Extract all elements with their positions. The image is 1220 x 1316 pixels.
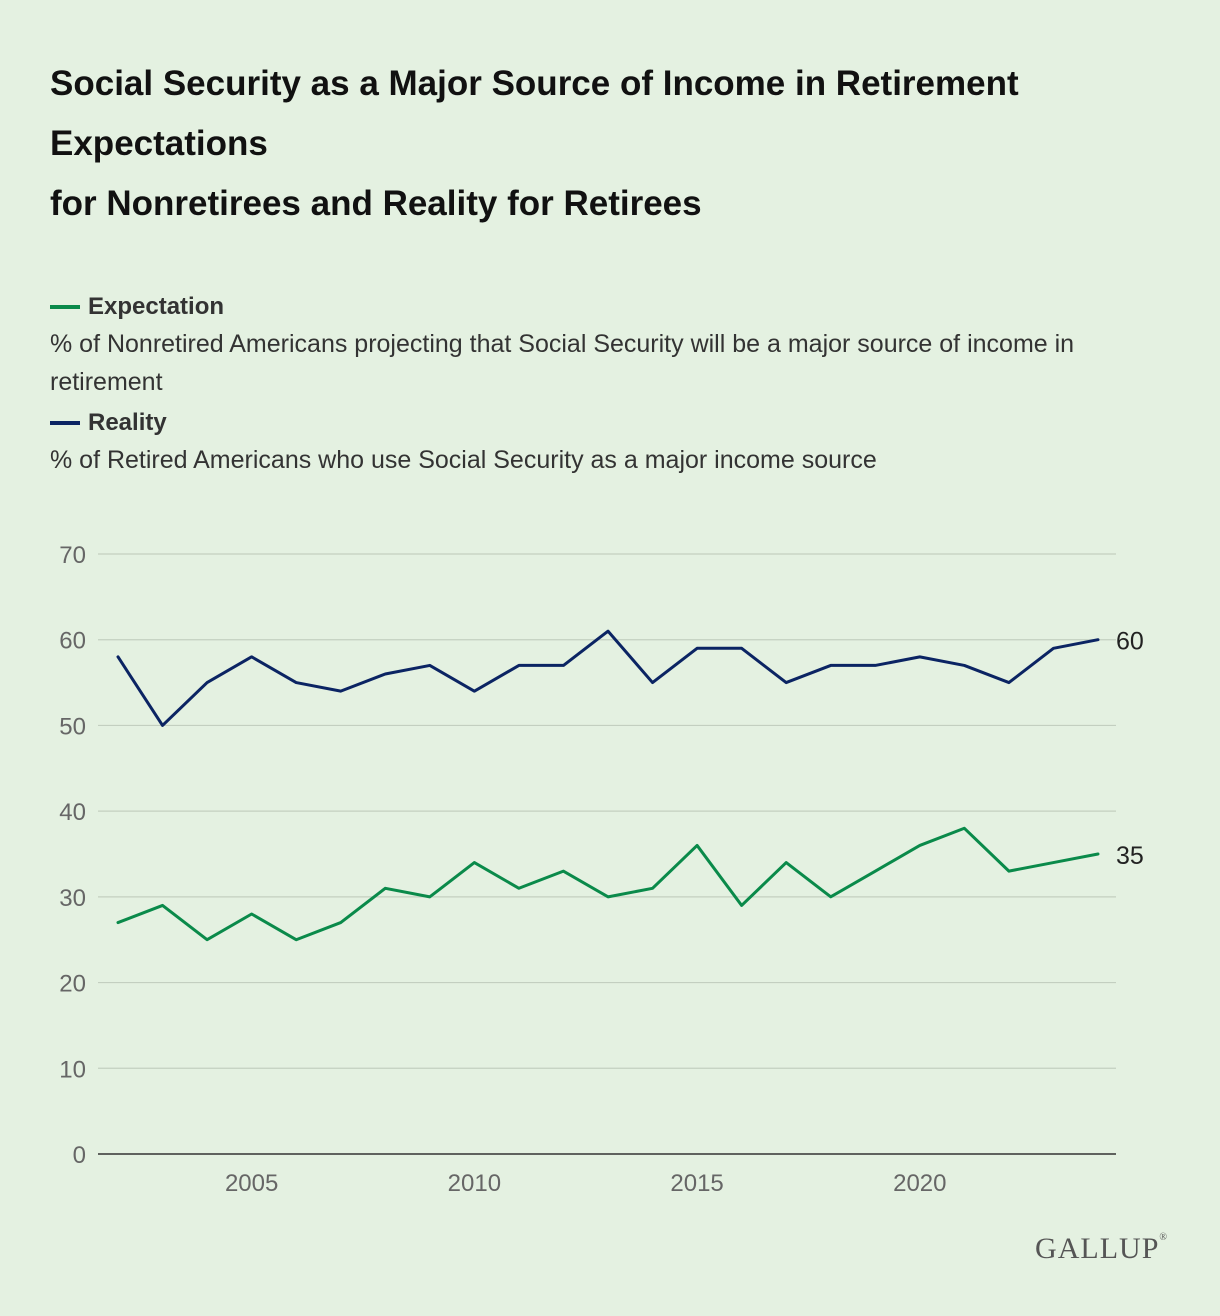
y-tick-label: 30 xyxy=(59,885,86,912)
x-tick-label: 2020 xyxy=(893,1170,946,1197)
end-label-expectation: 35 xyxy=(1116,842,1144,870)
y-tick-label: 60 xyxy=(59,628,86,655)
x-tick-label: 2010 xyxy=(448,1170,501,1197)
series-line-expectation xyxy=(116,826,1100,942)
legend-swatch-expectation xyxy=(50,305,80,309)
end-label-reality: 60 xyxy=(1116,628,1144,656)
y-tick-label: 40 xyxy=(59,799,86,826)
legend-label-expectation: Expectation xyxy=(88,293,225,320)
x-tick-label: 2005 xyxy=(225,1170,278,1197)
line-chart: 0 10 20 30 40 50 60 70 2005 2010 2015 2020 35 60 xyxy=(59,542,1144,1197)
legend-swatch-reality xyxy=(50,421,80,425)
legend-description-reality: % of Retired Americans who use Social Se… xyxy=(50,446,877,474)
legend-item-expectation: Expectation % of Nonretired Americans pr… xyxy=(50,289,1170,401)
y-tick-label: 20 xyxy=(59,971,86,998)
chart-title: Social Security as a Major Source of Inc… xyxy=(50,54,1180,234)
title-line-3: for Nonretirees and Reality for Retirees xyxy=(50,184,702,223)
legend: Expectation % of Nonretired Americans pr… xyxy=(50,289,1170,483)
gallup-logo-text: GALLUP xyxy=(1035,1232,1160,1265)
legend-item-reality: Reality % of Retired Americans who use S… xyxy=(50,405,1170,479)
title-line-1: Social Security as a Major Source of Inc… xyxy=(50,64,1019,103)
y-tick-label: 50 xyxy=(59,713,86,740)
series-line-reality xyxy=(116,629,1100,727)
y-tick-label: 0 xyxy=(73,1142,86,1169)
gallup-logo: GALLUP® xyxy=(1035,1232,1168,1265)
title-line-2: Expectations xyxy=(50,124,268,163)
x-tick-label: 2015 xyxy=(670,1170,723,1197)
y-tick-label: 70 xyxy=(59,542,86,569)
y-tick-label: 10 xyxy=(59,1056,86,1083)
legend-description-expectation: % of Nonretired Americans projecting tha… xyxy=(50,330,1075,396)
legend-label-reality: Reality xyxy=(88,409,167,436)
